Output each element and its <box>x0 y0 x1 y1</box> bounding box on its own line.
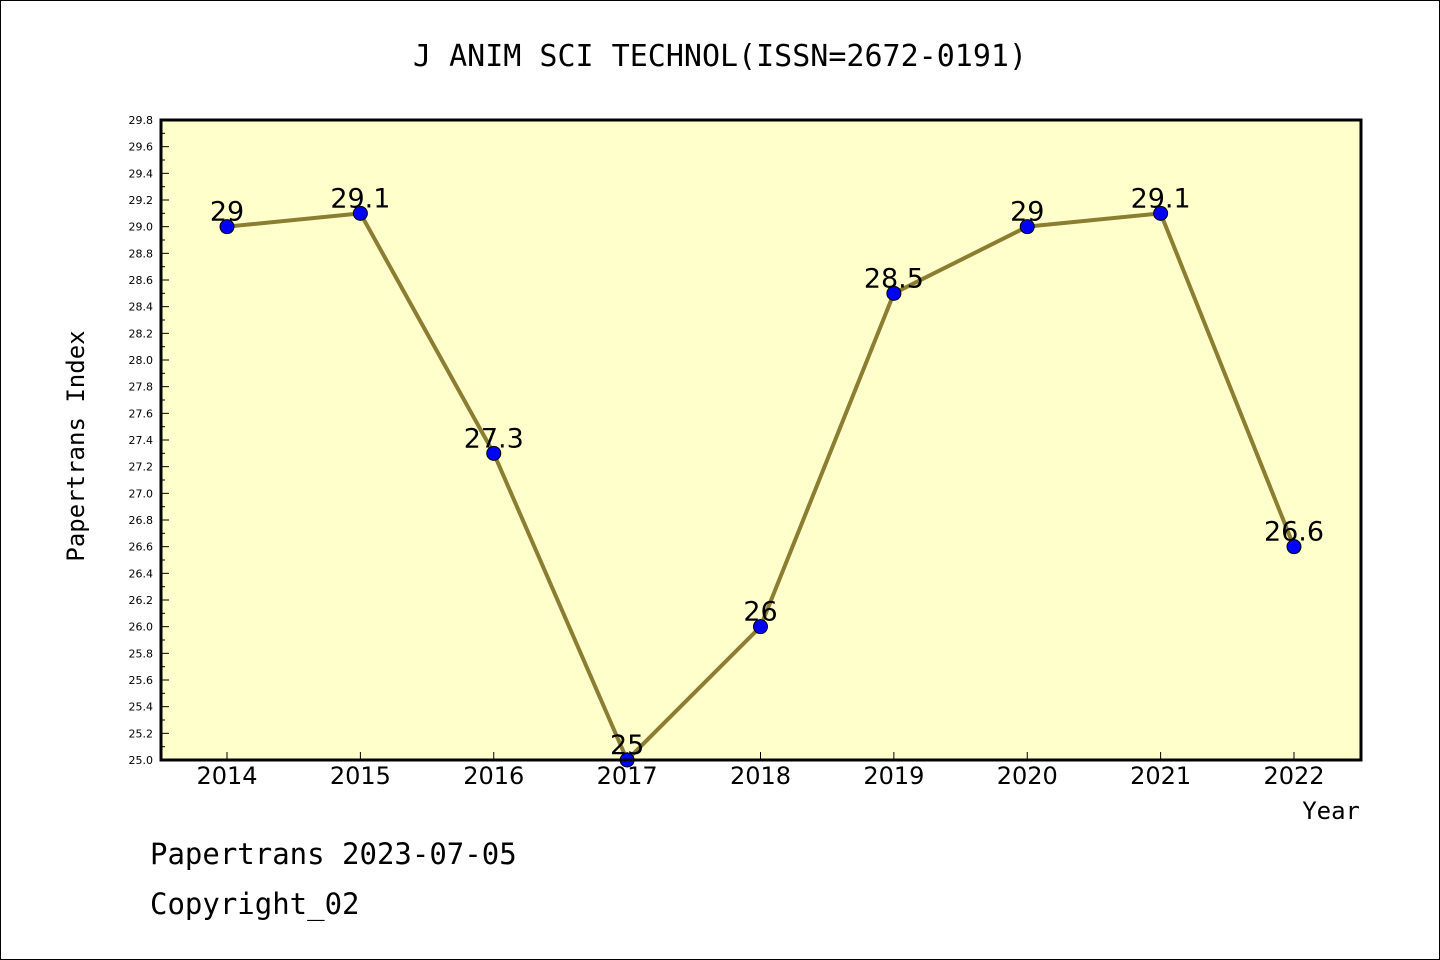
data-point-marker <box>1286 539 1302 555</box>
y-tick-label: 29.2 <box>129 194 154 207</box>
x-tick-label: 2020 <box>997 762 1058 790</box>
y-tick-label: 27.6 <box>129 407 154 420</box>
footer-copyright: Copyright_02 <box>150 887 360 922</box>
y-tick-label: 26.8 <box>129 514 154 527</box>
data-labels: 29 29.1 27.3 25 26 28.5 29 29.1 26.6 <box>210 183 1324 761</box>
x-tick-label: 2022 <box>1263 762 1324 790</box>
y-tick-label: 26.2 <box>129 594 154 607</box>
data-point-label: 29 <box>1010 197 1044 228</box>
y-tick-label: 25.4 <box>129 701 154 714</box>
y-tick-label: 25.6 <box>129 674 154 687</box>
y-tick-label: 26.4 <box>129 567 154 580</box>
data-point-marker <box>219 219 235 235</box>
data-point-marker <box>486 445 502 461</box>
y-tick-label: 29.4 <box>129 167 154 180</box>
x-tick-label: 2016 <box>463 762 524 790</box>
data-point-marker <box>753 619 768 635</box>
y-tick-label: 27.8 <box>129 381 154 394</box>
x-tick-label: 2018 <box>730 762 791 790</box>
y-tick-label: 29.8 <box>129 114 154 127</box>
footer-date: Papertrans 2023-07-05 <box>150 837 517 871</box>
chart-title: J ANIM SCI TECHNOL(ISSN=2672-0191) <box>413 39 1027 74</box>
x-tick-label: 2021 <box>1130 762 1191 790</box>
y-tick-label: 27.2 <box>129 461 154 474</box>
y-axis-label: Papertrans Index <box>62 330 90 561</box>
x-axis-label: Year <box>1302 797 1360 825</box>
y-tick-label: 28.8 <box>129 247 154 260</box>
y-tick-label: 28.6 <box>129 274 154 287</box>
y-tick-label: 27.4 <box>129 434 154 447</box>
data-point-label: 25 <box>610 730 644 761</box>
data-point-marker <box>1019 219 1035 235</box>
data-point-label: 29.1 <box>330 183 390 214</box>
y-tick-label: 28.4 <box>129 301 154 314</box>
x-tick-label: 2019 <box>863 762 924 790</box>
x-axis-ticks: 2014 2015 2016 2017 2018 2019 2020 2021 2022 <box>196 752 1325 790</box>
x-tick-label: 2015 <box>330 762 391 790</box>
data-point-label: 27.3 <box>464 423 524 454</box>
x-tick-label: 2014 <box>196 762 257 790</box>
y-tick-label: 26.0 <box>129 621 154 634</box>
data-point-marker <box>352 205 368 221</box>
y-tick-label: 25.2 <box>129 727 154 740</box>
y-tick-label: 28.0 <box>129 354 154 367</box>
plot-border <box>159 118 1363 762</box>
y-tick-label: 26.6 <box>129 541 154 554</box>
y-axis-ticks: 25.0 25.2 25.4 25.6 25.8 26.0 26.2 26.4 26.6 26.8… <box>129 114 169 767</box>
data-point-label: 29.1 <box>1131 183 1191 214</box>
y-tick-label: 29.6 <box>129 141 154 154</box>
data-point-marker <box>1153 205 1169 221</box>
y-tick-label: 25.8 <box>129 647 154 660</box>
data-point-marker <box>886 285 902 301</box>
plot-area <box>161 120 1361 760</box>
data-point-label: 26.6 <box>1264 517 1324 548</box>
data-point-label: 29 <box>210 197 244 228</box>
series-markers <box>219 205 1302 768</box>
data-point-label: 26 <box>743 597 777 628</box>
y-tick-label: 28.2 <box>129 327 154 340</box>
y-tick-label: 29.0 <box>129 221 154 234</box>
data-point-label: 28.5 <box>864 263 924 294</box>
y-tick-label: 27.0 <box>129 487 154 500</box>
y-tick-label: 25.0 <box>129 754 154 767</box>
